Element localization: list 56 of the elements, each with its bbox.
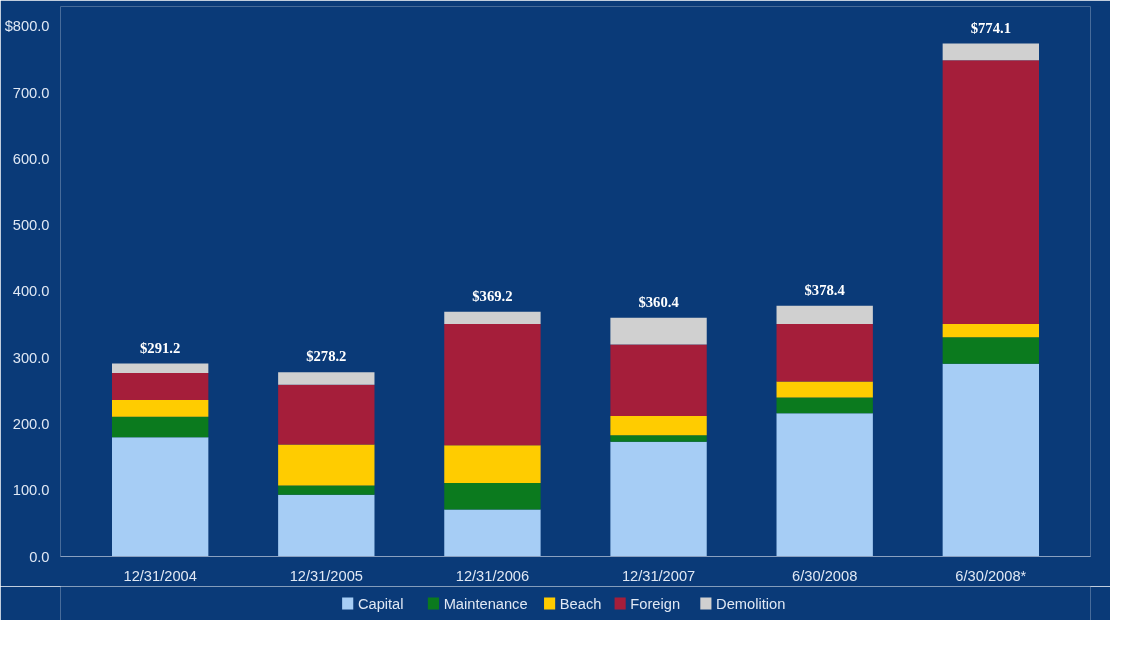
y-tick-label: 300.0	[12, 349, 50, 366]
y-tick-label: 700.0	[12, 84, 50, 101]
y-tick-label: 400.0	[12, 283, 50, 300]
legend-label: Demolition	[716, 595, 786, 612]
y-tick-label: 200.0	[12, 415, 50, 432]
y-tick-label: 0.0	[29, 548, 50, 565]
bar	[278, 485, 375, 495]
bar	[610, 416, 707, 436]
total-label: $378.4	[804, 281, 846, 298]
legend-label: Capital	[357, 595, 404, 612]
total-label: $369.2	[472, 287, 513, 304]
bar	[776, 397, 873, 414]
bar	[444, 445, 541, 483]
legend-label: Maintenance	[443, 595, 528, 612]
bar	[776, 323, 873, 382]
bar	[112, 363, 209, 373]
bar	[610, 435, 707, 442]
bar	[776, 381, 873, 398]
bar	[776, 413, 873, 557]
legend-label: Beach	[559, 595, 602, 612]
y-tick-label: 600.0	[12, 150, 50, 167]
bar	[776, 305, 873, 324]
x-tick-label: 12/31/2004	[123, 567, 197, 584]
bar	[942, 60, 1039, 324]
total-label: $291.2	[140, 339, 181, 356]
y-tick-label: 100.0	[12, 482, 50, 499]
bar	[942, 363, 1039, 557]
bar	[278, 444, 375, 486]
total-label: $774.1	[970, 19, 1011, 36]
x-tick-label: 12/31/2007	[621, 567, 696, 584]
x-tick-label: 6/30/2008	[792, 567, 858, 584]
x-tick-label: 6/30/2008*	[955, 567, 1027, 584]
bar	[610, 344, 707, 417]
bar	[278, 372, 375, 385]
bar	[112, 437, 209, 557]
bar	[278, 494, 375, 557]
bar	[610, 317, 707, 345]
bar	[942, 323, 1039, 338]
bar	[112, 400, 209, 417]
bar	[610, 441, 707, 557]
bar	[112, 372, 209, 401]
bar	[942, 337, 1039, 364]
y-tick-label: 500.0	[12, 217, 50, 234]
x-tick-label: 12/31/2005	[289, 567, 363, 584]
x-tick-label: 12/31/2006	[455, 567, 530, 584]
total-label: $278.2	[306, 348, 347, 365]
bar	[444, 482, 541, 510]
bar	[278, 384, 375, 445]
bar	[444, 311, 541, 324]
legend-label: Foreign	[630, 595, 681, 612]
bar	[112, 416, 209, 438]
bar	[942, 43, 1039, 61]
total-label: $360.4	[638, 293, 680, 310]
y-tick-label: $800.0	[4, 18, 50, 35]
bar	[444, 509, 541, 557]
bar	[444, 323, 541, 446]
